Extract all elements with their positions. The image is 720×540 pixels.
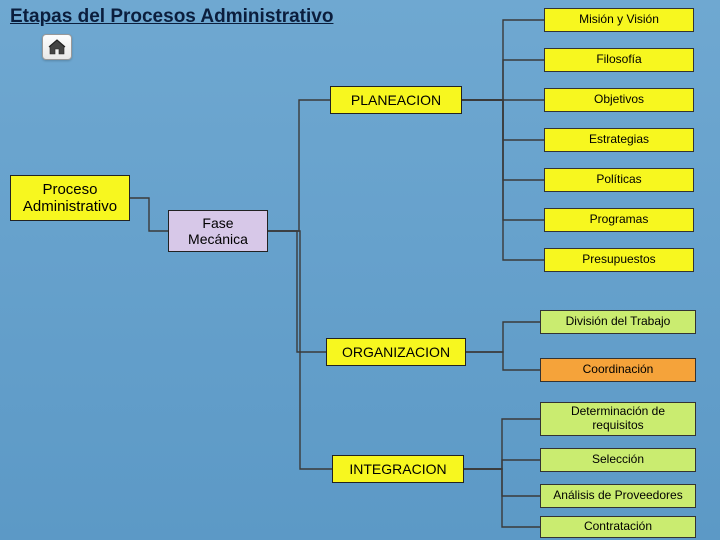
node-root: Proceso Administrativo xyxy=(10,175,130,221)
node-contratacion: Contratación xyxy=(540,516,696,538)
node-analisis: Análisis de Proveedores xyxy=(540,484,696,508)
home-button[interactable] xyxy=(42,34,72,60)
node-determ: Determinación de requisitos xyxy=(540,402,696,436)
node-presupuestos: Presupuestos xyxy=(544,248,694,272)
node-filosofia: Filosofía xyxy=(544,48,694,72)
node-planeacion: PLANEACION xyxy=(330,86,462,114)
node-programas: Programas xyxy=(544,208,694,232)
page-title: Etapas del Procesos Administrativo xyxy=(10,6,333,28)
node-seleccion: Selección xyxy=(540,448,696,472)
node-coordinacion: Coordinación xyxy=(540,358,696,382)
node-integracion: INTEGRACION xyxy=(332,455,464,483)
node-fase: Fase Mecánica xyxy=(168,210,268,252)
node-mision: Misión y Visión xyxy=(544,8,694,32)
node-division: División del Trabajo xyxy=(540,310,696,334)
node-organizacion: ORGANIZACION xyxy=(326,338,466,366)
node-politicas: Políticas xyxy=(544,168,694,192)
node-estrategias: Estrategias xyxy=(544,128,694,152)
node-objetivos: Objetivos xyxy=(544,88,694,112)
home-icon xyxy=(48,39,66,55)
